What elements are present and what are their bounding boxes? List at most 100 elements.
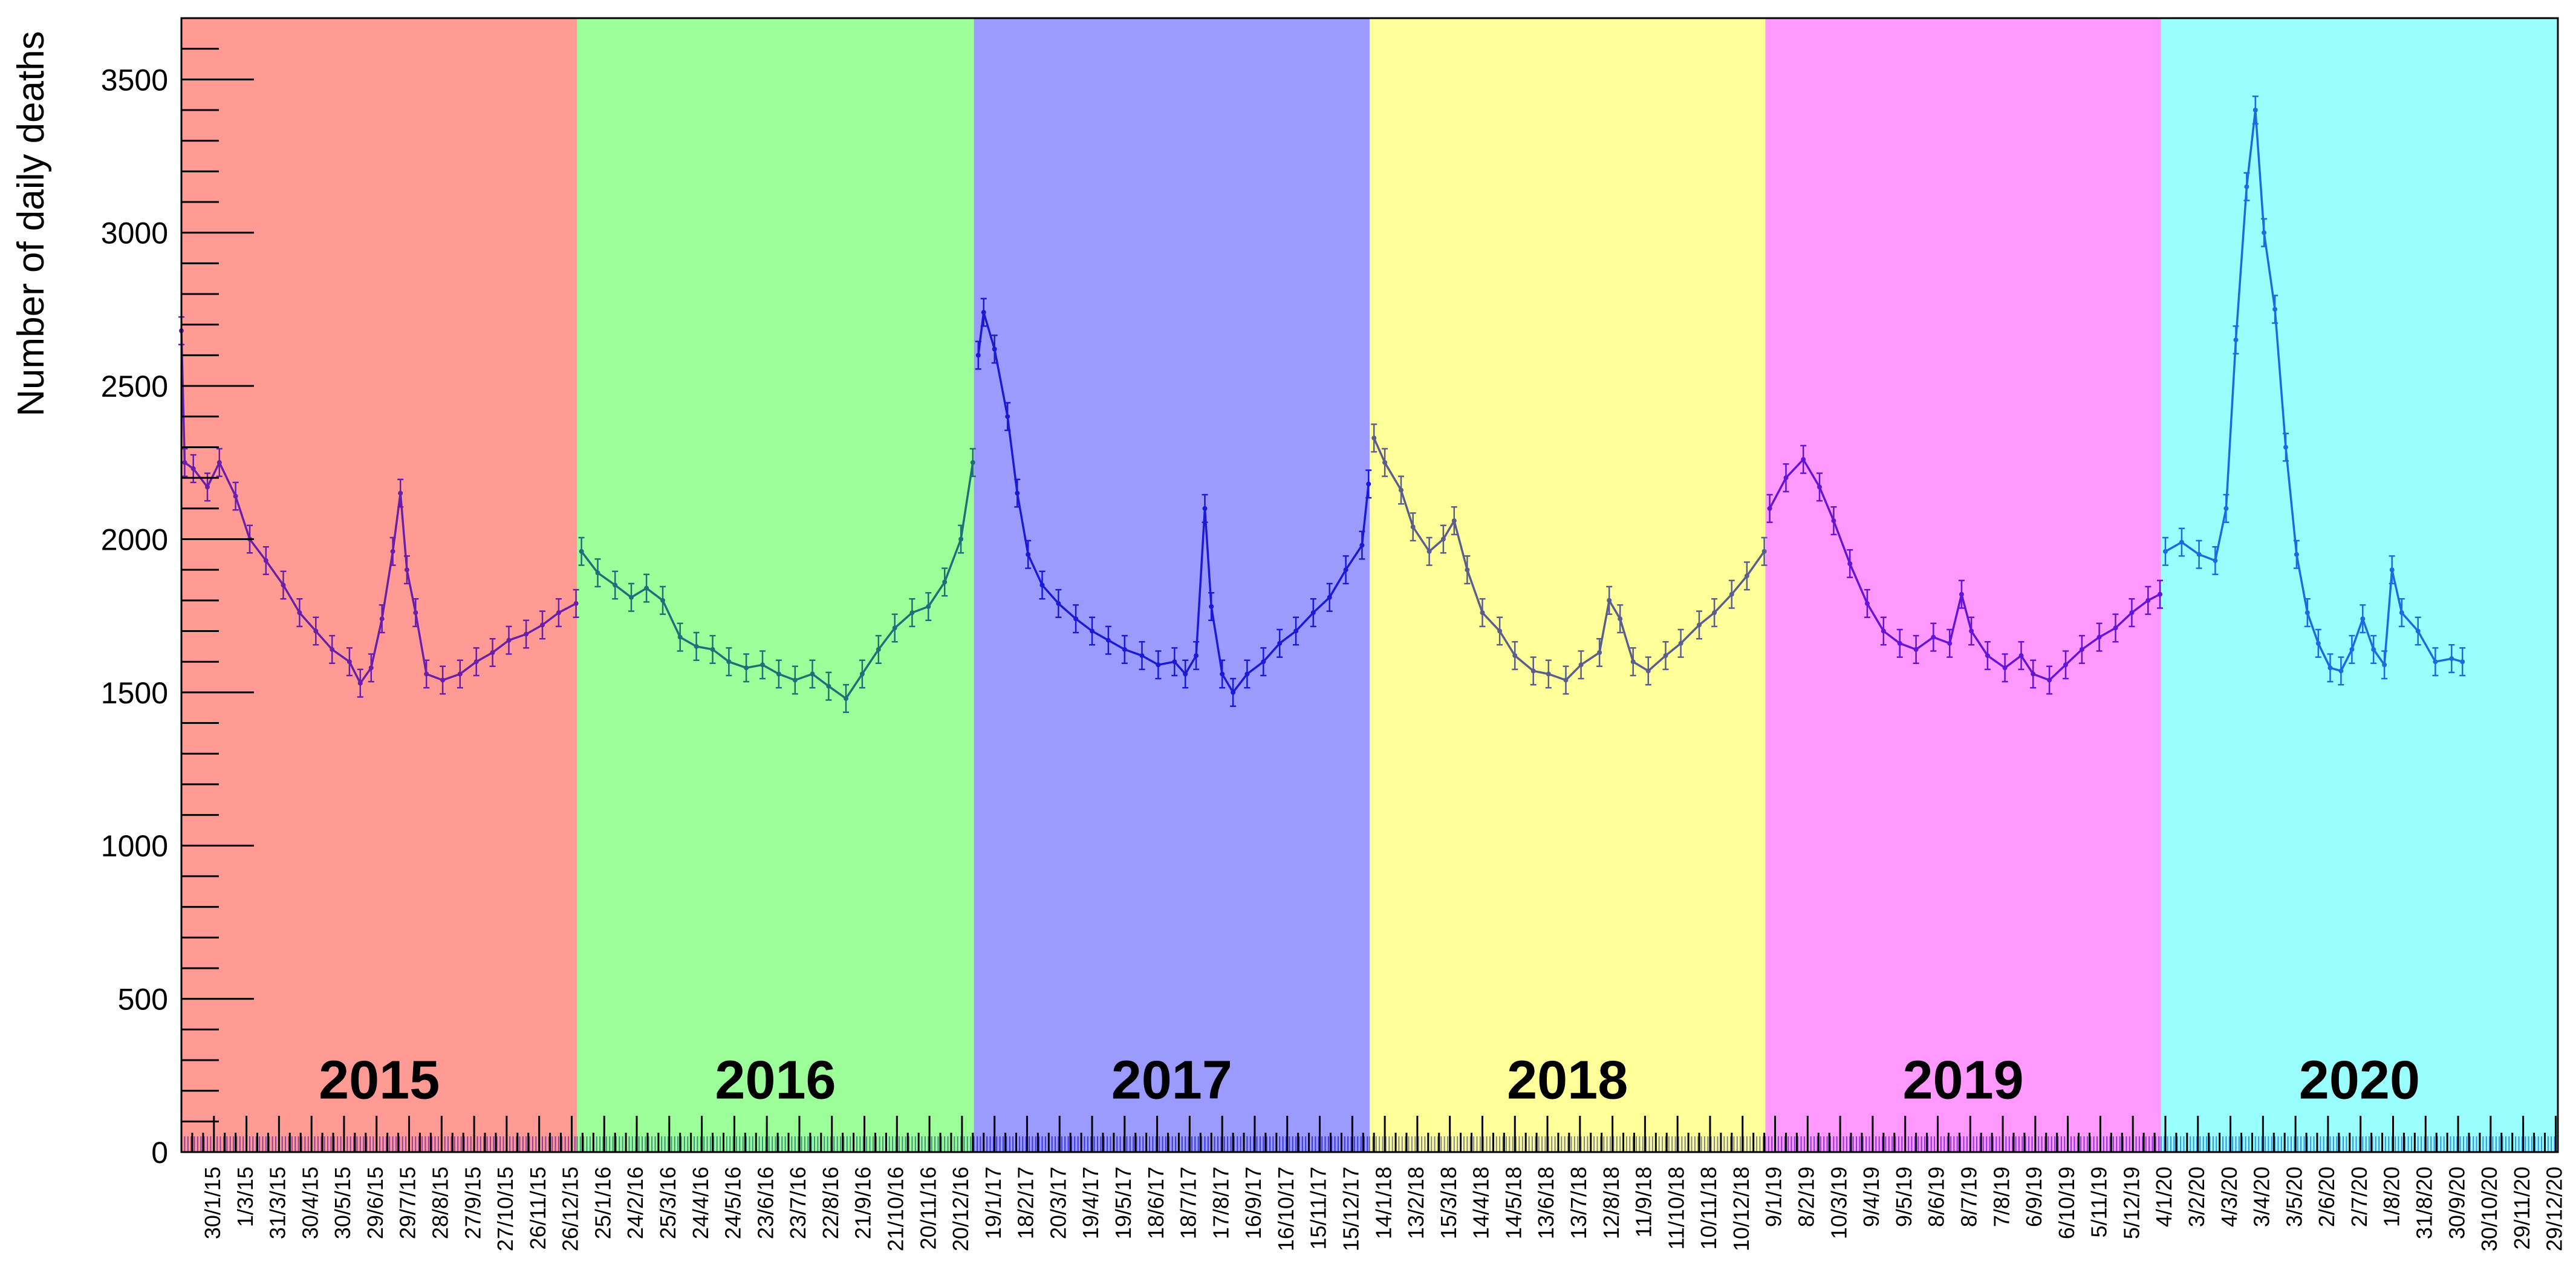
data-point <box>368 665 374 671</box>
data-point <box>1073 616 1079 622</box>
data-point <box>1399 487 1403 493</box>
x-tick-label: 19/1/17 <box>981 1167 1006 1239</box>
year-label-2016: 2016 <box>715 1050 836 1110</box>
x-tick-label: 20/3/17 <box>1046 1167 1070 1239</box>
data-point <box>1056 601 1061 606</box>
data-point <box>1026 552 1031 557</box>
data-point <box>1864 601 1870 606</box>
x-tick-label: 18/7/17 <box>1176 1167 1201 1239</box>
data-point <box>595 570 600 576</box>
data-point <box>1139 653 1145 659</box>
data-point <box>1530 668 1536 674</box>
data-point <box>2382 662 2387 668</box>
x-tick-label: 5/11/19 <box>2087 1167 2112 1237</box>
data-point <box>1277 640 1283 646</box>
x-tick-label: 31/8/20 <box>2412 1167 2437 1239</box>
data-point <box>1244 671 1250 677</box>
data-point <box>1480 610 1485 616</box>
x-tick-label: 14/4/18 <box>1469 1167 1494 1239</box>
x-tick-label: 3/5/20 <box>2282 1167 2306 1227</box>
year-band-2020 <box>2161 18 2558 1152</box>
data-point <box>2096 634 2102 640</box>
data-point <box>1440 536 1446 542</box>
data-point <box>909 610 915 616</box>
data-point <box>981 310 986 315</box>
data-point <box>2079 646 2084 652</box>
data-point <box>2315 640 2321 646</box>
data-point <box>1310 610 1316 616</box>
x-tick-label: 23/7/16 <box>785 1167 810 1239</box>
data-point <box>1847 561 1853 566</box>
year-label-2017: 2017 <box>1111 1050 1232 1110</box>
x-tick-label: 26/11/15 <box>525 1167 550 1249</box>
x-tick-label: 14/1/18 <box>1371 1167 1396 1239</box>
x-tick-label: 20/12/16 <box>948 1167 973 1251</box>
deaths-series <box>178 95 2466 714</box>
x-tick-label: 31/3/15 <box>265 1167 290 1239</box>
data-point <box>844 696 848 701</box>
x-tick-label: 10/11/18 <box>1696 1167 1721 1249</box>
data-point <box>629 594 634 600</box>
data-point <box>1327 594 1332 600</box>
data-point <box>1985 653 1990 659</box>
x-tick-label: 6/10/19 <box>2054 1167 2079 1239</box>
data-point <box>2460 659 2465 665</box>
data-point <box>2163 549 2168 554</box>
y-tick-label: 1000 <box>101 829 168 863</box>
x-tick-label: 1/8/20 <box>2379 1167 2404 1227</box>
data-point <box>810 671 815 677</box>
year-band-2015 <box>181 18 577 1152</box>
data-point <box>357 680 363 686</box>
x-tick-label: 30/9/20 <box>2444 1167 2469 1239</box>
data-point <box>2213 558 2218 563</box>
x-tick-label: 23/6/16 <box>753 1167 778 1239</box>
data-point <box>424 671 429 677</box>
data-point <box>457 671 463 677</box>
x-tick-label: 8/6/19 <box>1924 1167 1949 1227</box>
data-point <box>1465 567 1470 573</box>
series-line-2020 <box>2165 109 2463 672</box>
data-point <box>1801 457 1806 462</box>
year-band-2016 <box>577 18 974 1152</box>
x-tick-label: 16/9/17 <box>1241 1167 1266 1239</box>
data-point <box>1156 662 1161 668</box>
x-tick-label: 6/9/19 <box>2021 1167 2046 1227</box>
data-point <box>1597 650 1602 655</box>
data-point <box>1382 460 1388 465</box>
data-point <box>1359 542 1365 548</box>
data-point <box>1194 653 1199 659</box>
y-tick-label: 500 <box>118 983 168 1017</box>
data-point <box>1578 662 1584 668</box>
x-tick-label: 24/4/16 <box>688 1167 713 1239</box>
data-point <box>506 637 512 643</box>
data-point <box>490 650 495 655</box>
data-point <box>1744 573 1749 579</box>
x-tick-label: 3/2/20 <box>2184 1167 2209 1227</box>
x-tick-label: 10/12/18 <box>1729 1167 1754 1251</box>
x-tick-label: 10/3/19 <box>1826 1167 1851 1239</box>
data-point <box>2360 616 2366 622</box>
x-tick-label: 11/10/18 <box>1664 1167 1688 1249</box>
data-point <box>1897 640 1902 646</box>
data-point <box>379 616 385 622</box>
x-tick-label: 29/6/15 <box>363 1167 388 1239</box>
data-point <box>1761 549 1767 554</box>
x-tick-label: 22/8/16 <box>818 1167 843 1239</box>
data-point <box>2129 610 2135 616</box>
year-band-2018 <box>1370 18 1766 1152</box>
x-tick-label: 30/1/15 <box>200 1167 225 1239</box>
data-point <box>473 659 479 665</box>
data-point <box>2327 665 2333 671</box>
data-point <box>1969 628 1974 634</box>
x-tick-label: 4/3/20 <box>2217 1167 2242 1227</box>
data-point <box>2158 591 2162 597</box>
x-tick-label: 3/4/20 <box>2249 1167 2274 1227</box>
data-point <box>2018 653 2024 659</box>
data-point <box>1618 616 1623 622</box>
data-point <box>413 610 418 616</box>
y-tick-label: 1500 <box>101 676 168 710</box>
labels: 2015 2016 2017 2018 2019 2020 0 500 1000 1500 2000… <box>101 63 2567 1251</box>
year-label-2018: 2018 <box>1507 1050 1628 1110</box>
data-point <box>1105 637 1111 643</box>
